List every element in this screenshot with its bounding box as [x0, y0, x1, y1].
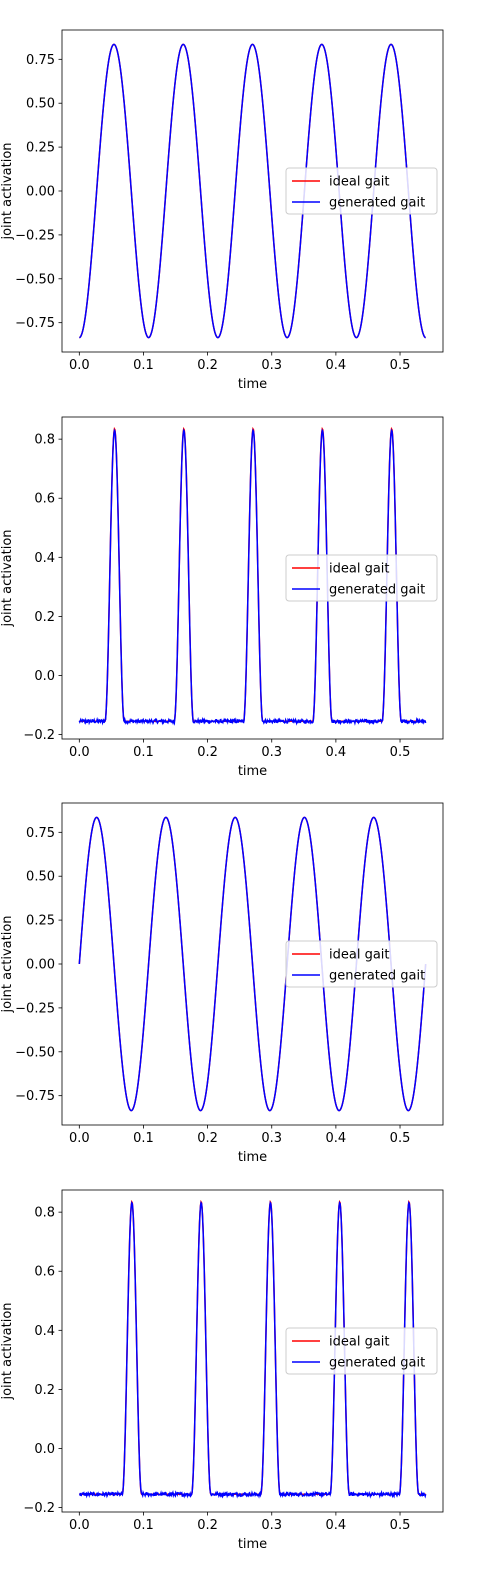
- y-tick-label: 0.4: [34, 551, 55, 566]
- y-tick-label: 0.25: [26, 141, 55, 156]
- x-tick-label: 0.2: [197, 1518, 218, 1533]
- chart-panel-2: 0.0 0.1 0.2 0.3 0.4 0.5 −0.2 0.0 0.2 0.4 0.6 0.8 tim…: [0, 417, 443, 779]
- x-tick-label: 0.3: [261, 1518, 282, 1533]
- chart-panel-4: 0.0 0.1 0.2 0.3 0.4 0.5 −0.2 0.0 0.2 0.4 0.6 0.8 tim…: [0, 1190, 443, 1552]
- y-tick-label: 0.50: [26, 870, 55, 885]
- y-tick-label: 0.00: [26, 185, 55, 200]
- x-axis-label: time: [238, 1150, 267, 1165]
- y-tick-label: 0.00: [26, 958, 55, 973]
- y-tick-label: −0.2: [23, 1501, 55, 1516]
- y-tick-label: −0.50: [15, 272, 55, 287]
- x-tick-label: 0.4: [326, 358, 347, 373]
- chart-panel-3: 0.0 0.1 0.2 0.3 0.4 0.5 −0.75 −0.50 −0.25 0.00 0.2…: [0, 803, 443, 1165]
- chart-panel-1: 0.0 0.1 0.2 0.3 0.4 0.5 −0.75 −0.50 −0.25 0.00 0.2…: [0, 30, 443, 392]
- x-tick-label: 0.2: [197, 745, 218, 760]
- x-axis-label: time: [238, 764, 267, 779]
- y-axis-label: joint activation: [0, 1302, 15, 1400]
- x-tick-label: 0.3: [261, 1131, 282, 1146]
- legend-label-ideal-gait: ideal gait: [329, 562, 390, 577]
- y-tick-label: 0.0: [34, 1442, 55, 1457]
- legend: ideal gait generated gait: [286, 1328, 437, 1374]
- legend: ideal gait generated gait: [286, 168, 437, 214]
- y-tick-label: 0.75: [26, 826, 55, 841]
- legend-label-generated-gait: generated gait: [329, 969, 425, 984]
- y-tick-label: −0.50: [15, 1045, 55, 1060]
- y-tick-label: 0.25: [26, 914, 55, 929]
- y-tick-label: −0.75: [15, 316, 55, 331]
- y-tick-label: −0.25: [15, 1001, 55, 1016]
- x-tick-label: 0.0: [69, 1518, 90, 1533]
- x-axis-label: time: [238, 1537, 267, 1552]
- y-tick-label: 0.8: [34, 433, 55, 448]
- x-tick-label: 0.0: [69, 358, 90, 373]
- x-tick-label: 0.1: [133, 1131, 154, 1146]
- y-tick-label: −0.25: [15, 228, 55, 243]
- y-axis-label: joint activation: [0, 142, 15, 240]
- y-tick-label: 0.2: [34, 610, 55, 625]
- legend-label-generated-gait: generated gait: [329, 196, 425, 211]
- x-tick-label: 0.2: [197, 1131, 218, 1146]
- x-tick-label: 0.4: [326, 745, 347, 760]
- legend-label-generated-gait: generated gait: [329, 583, 425, 598]
- y-tick-label: −0.2: [23, 728, 55, 743]
- y-tick-label: 0.6: [34, 1265, 55, 1280]
- x-tick-label: 0.1: [133, 1518, 154, 1533]
- y-tick-label: 0.6: [34, 492, 55, 507]
- x-tick-label: 0.4: [326, 1131, 347, 1146]
- legend: ideal gait generated gait: [286, 941, 437, 987]
- x-tick-label: 0.1: [133, 358, 154, 373]
- legend-label-ideal-gait: ideal gait: [329, 175, 390, 190]
- x-tick-label: 0.1: [133, 745, 154, 760]
- y-tick-label: 0.75: [26, 53, 55, 68]
- y-tick-label: 0.50: [26, 97, 55, 112]
- x-tick-label: 0.5: [390, 1518, 411, 1533]
- y-tick-label: 0.0: [34, 669, 55, 684]
- x-tick-label: 0.5: [390, 1131, 411, 1146]
- y-tick-label: 0.2: [34, 1383, 55, 1398]
- x-tick-label: 0.0: [69, 1131, 90, 1146]
- y-axis-label: joint activation: [0, 915, 15, 1013]
- legend-label-ideal-gait: ideal gait: [329, 1335, 390, 1350]
- y-tick-label: −0.75: [15, 1089, 55, 1104]
- x-tick-label: 0.3: [261, 358, 282, 373]
- x-tick-label: 0.4: [326, 1518, 347, 1533]
- legend-label-generated-gait: generated gait: [329, 1356, 425, 1371]
- y-tick-label: 0.8: [34, 1206, 55, 1221]
- y-axis-label: joint activation: [0, 529, 15, 627]
- x-tick-label: 0.2: [197, 358, 218, 373]
- legend: ideal gait generated gait: [286, 555, 437, 601]
- x-axis-label: time: [238, 377, 267, 392]
- y-tick-label: 0.4: [34, 1324, 55, 1339]
- x-tick-label: 0.5: [390, 745, 411, 760]
- legend-label-ideal-gait: ideal gait: [329, 948, 390, 963]
- x-tick-label: 0.0: [69, 745, 90, 760]
- x-tick-label: 0.5: [390, 358, 411, 373]
- x-tick-label: 0.3: [261, 745, 282, 760]
